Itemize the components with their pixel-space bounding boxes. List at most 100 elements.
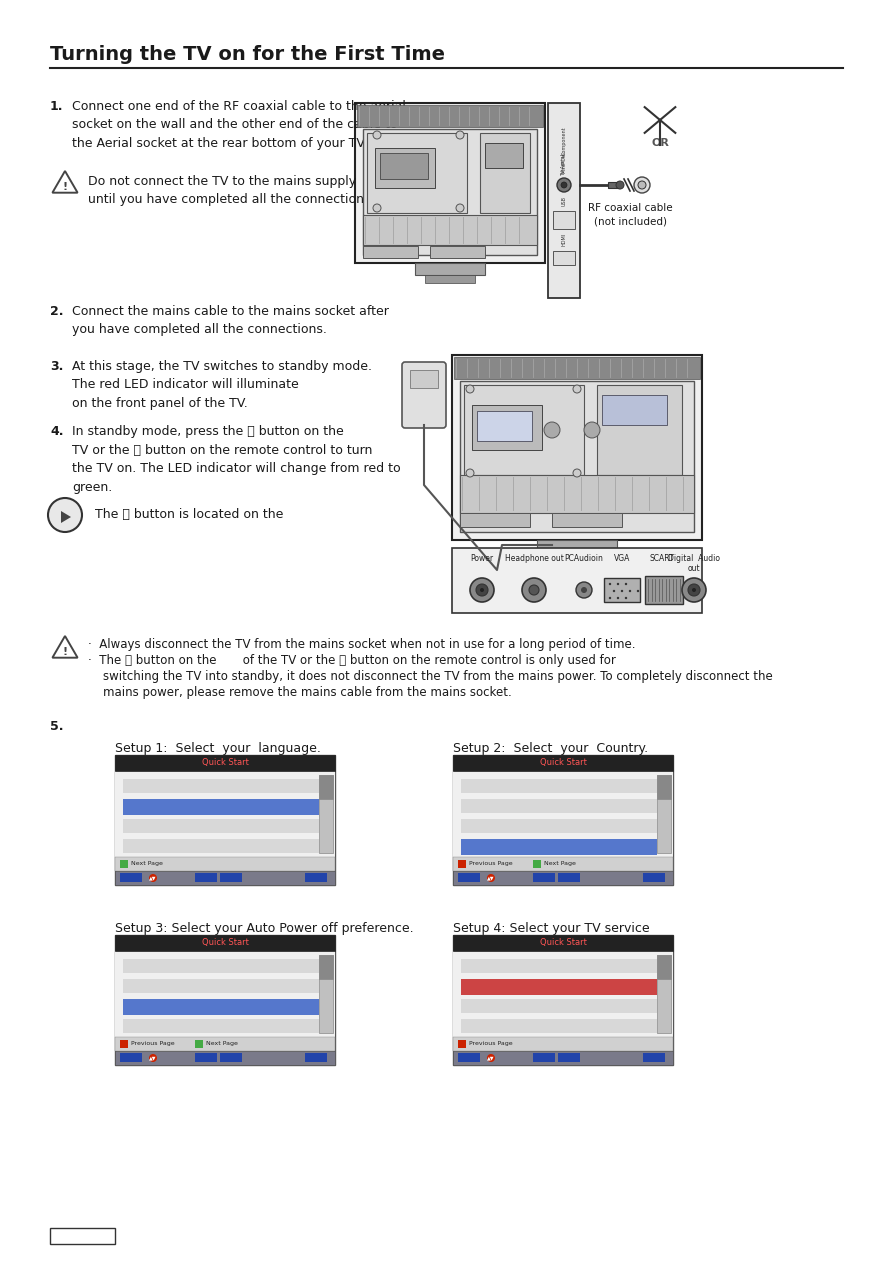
- Bar: [657, 955, 671, 1034]
- Circle shape: [561, 182, 567, 188]
- Text: Setup 2:  Select  your  Country.: Setup 2: Select your Country.: [453, 742, 648, 755]
- Bar: [453, 935, 673, 952]
- Bar: [464, 385, 584, 475]
- Circle shape: [149, 875, 157, 882]
- Circle shape: [480, 588, 484, 592]
- Text: VGA: VGA: [613, 554, 630, 563]
- Circle shape: [149, 1054, 157, 1063]
- Text: Previous Page: Previous Page: [469, 1041, 513, 1046]
- Bar: [115, 1037, 335, 1051]
- Circle shape: [688, 584, 700, 596]
- Text: 2.: 2.: [50, 305, 63, 318]
- Circle shape: [638, 180, 646, 189]
- Bar: [120, 1040, 128, 1047]
- Text: Setup 1:  Select  your  language.: Setup 1: Select your language.: [115, 742, 321, 755]
- Bar: [461, 819, 657, 833]
- Circle shape: [621, 589, 623, 592]
- Text: switching the TV into standby, it does not disconnect the TV from the mains powe: switching the TV into standby, it does n…: [88, 670, 772, 683]
- Bar: [458, 1040, 466, 1047]
- Bar: [657, 775, 671, 853]
- Circle shape: [544, 422, 560, 438]
- Bar: [533, 873, 555, 882]
- Circle shape: [634, 177, 650, 193]
- Circle shape: [581, 587, 587, 593]
- Bar: [604, 578, 640, 602]
- Bar: [453, 952, 673, 1037]
- Bar: [363, 129, 537, 255]
- Bar: [657, 955, 671, 979]
- Text: Digital  Audio
out: Digital Audio out: [668, 554, 720, 573]
- Bar: [461, 1000, 657, 1013]
- Bar: [453, 1051, 673, 1065]
- Bar: [319, 775, 333, 799]
- Circle shape: [487, 875, 495, 882]
- Circle shape: [48, 498, 82, 533]
- Circle shape: [692, 588, 696, 592]
- Bar: [123, 839, 319, 853]
- Bar: [452, 548, 702, 613]
- Bar: [453, 871, 673, 885]
- Bar: [458, 1053, 480, 1063]
- Bar: [477, 411, 532, 440]
- Bar: [115, 935, 335, 952]
- Bar: [115, 755, 335, 771]
- Text: !: !: [63, 647, 68, 658]
- Text: Next Page: Next Page: [206, 1041, 238, 1046]
- Bar: [50, 1228, 115, 1244]
- Circle shape: [573, 469, 581, 477]
- Bar: [123, 799, 319, 815]
- Text: Turning the TV on for the First Time: Turning the TV on for the First Time: [50, 45, 445, 64]
- Text: ·  Always disconnect the TV from the mains socket when not in use for a long per: · Always disconnect the TV from the main…: [88, 639, 636, 651]
- Bar: [319, 955, 333, 979]
- Circle shape: [617, 583, 619, 586]
- Circle shape: [487, 1054, 495, 1063]
- Text: ·  The ⏻ button on the       of the TV or the ⏻ button on the remote control is : · The ⏻ button on the of the TV or the ⏻…: [88, 654, 616, 668]
- Bar: [319, 955, 333, 1034]
- Circle shape: [466, 469, 474, 477]
- Bar: [645, 575, 683, 604]
- Text: HDMI: HDMI: [562, 232, 566, 246]
- Bar: [120, 873, 142, 882]
- Bar: [115, 871, 335, 885]
- Bar: [461, 839, 657, 854]
- Text: Connect the mains cable to the mains socket after
you have completed all the con: Connect the mains cable to the mains soc…: [72, 305, 388, 337]
- Bar: [115, 857, 335, 871]
- Circle shape: [522, 578, 546, 602]
- Text: TV-Aerial: TV-Aerial: [562, 154, 566, 175]
- Circle shape: [584, 422, 600, 438]
- Bar: [537, 540, 617, 553]
- Bar: [115, 1051, 335, 1065]
- Bar: [453, 1037, 673, 1051]
- Text: At this stage, the TV switches to standby mode.
The red LED indicator will illum: At this stage, the TV switches to standb…: [72, 360, 372, 410]
- Text: Quick Start: Quick Start: [539, 758, 587, 767]
- Text: The ⏻ button is located on the: The ⏻ button is located on the: [95, 509, 283, 521]
- Bar: [552, 553, 602, 562]
- Bar: [319, 775, 333, 853]
- Text: 5.: 5.: [50, 721, 63, 733]
- Bar: [558, 1053, 580, 1063]
- Bar: [643, 873, 665, 882]
- Bar: [460, 475, 694, 512]
- Bar: [461, 799, 657, 813]
- Bar: [123, 959, 319, 973]
- Circle shape: [625, 583, 627, 586]
- Circle shape: [466, 385, 474, 392]
- Text: 1.: 1.: [50, 100, 63, 114]
- Bar: [123, 779, 319, 793]
- Circle shape: [470, 578, 494, 602]
- Text: 4.: 4.: [50, 425, 63, 438]
- Text: SCART: SCART: [649, 554, 674, 563]
- Text: Connect one end of the RF coaxial cable to the aerial
socket on the wall and the: Connect one end of the RF coaxial cable …: [72, 100, 406, 150]
- Bar: [458, 859, 466, 868]
- Text: Previous Page: Previous Page: [469, 862, 513, 867]
- Circle shape: [373, 204, 381, 212]
- Bar: [367, 133, 467, 213]
- Circle shape: [637, 589, 639, 592]
- Bar: [608, 182, 620, 188]
- Text: ▲▼: ▲▼: [149, 1055, 157, 1060]
- Bar: [472, 405, 542, 451]
- Circle shape: [682, 578, 706, 602]
- Bar: [453, 771, 673, 857]
- Bar: [461, 959, 657, 973]
- Text: Component: Component: [562, 126, 566, 155]
